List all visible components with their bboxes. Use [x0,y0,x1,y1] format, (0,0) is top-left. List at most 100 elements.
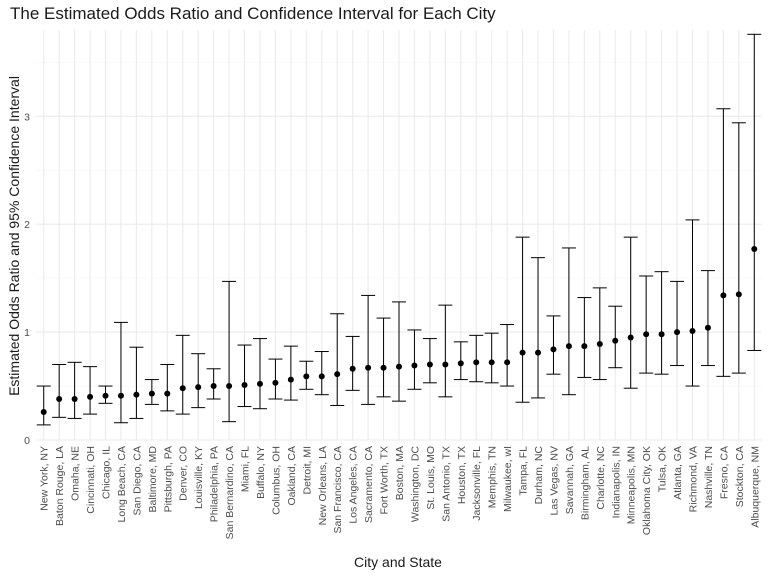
x-tick-label: San Antonio, TX [440,446,452,522]
x-tick-label: Birmingham, AL [579,446,591,520]
data-point [117,392,124,399]
x-tick-label: Charlotte, NC [595,446,607,510]
data-point [751,246,758,253]
error-bar [731,122,746,374]
error-bar [592,287,607,381]
data-point [133,391,140,398]
error-bar [376,317,391,398]
x-tick-label: Baton Rouge, LA [54,446,66,526]
x-tick-label: Los Angeles, CA [348,446,360,524]
error-bar [500,324,515,387]
data-point [164,390,171,397]
data-point [535,349,542,356]
error-bar [314,351,329,396]
x-tick-label: Memphis, TN [487,446,499,508]
x-tick-label: Detroit, MI [301,446,313,494]
y-tick-labels: 0 1 2 3 [24,111,30,447]
error-bar [252,338,267,410]
error-bar [747,33,762,351]
x-tick-label: San Bernardino, CA [224,446,236,539]
error-bar [438,304,453,398]
x-tick-label: Tulsa, OK [657,446,669,492]
data-marks [36,33,762,426]
x-tick-label: Albuquerque, NM [749,446,761,528]
x-tick-label: Savannah, GA [564,446,576,514]
error-bar [623,236,638,389]
data-point [488,359,495,366]
data-point [396,363,402,370]
error-bar [716,108,731,377]
data-point [457,360,464,367]
x-tick-label: Pittsburgh, PA [162,446,174,512]
x-tick-label: Fresno, CA [718,446,730,499]
data-point [241,381,248,388]
error-bar [129,346,144,419]
data-point [473,359,480,366]
data-point [71,396,78,402]
data-point [303,373,310,380]
x-tick-label: Louisville, KY [193,446,205,509]
x-axis-label: City and State [354,554,442,570]
error-bar [654,271,669,375]
error-bar [392,301,406,402]
error-bar [639,275,654,374]
x-tick-label: Oakland, CA [286,446,298,506]
data-point [40,408,47,415]
data-point [210,383,217,390]
error-bar [361,294,376,405]
error-bar [237,344,252,408]
x-tick-label: Sacramento, CA [363,446,375,523]
y-tick-label: 2 [24,219,30,231]
error-bar [160,363,175,412]
data-point [689,328,696,335]
data-point [735,291,742,298]
data-point [504,359,511,366]
data-point [179,385,186,392]
error-bar [685,219,700,387]
error-bar [700,270,715,367]
error-bar [175,334,190,415]
data-point [581,343,588,350]
data-point [365,364,372,371]
error-bar [268,358,283,400]
x-tick-label: Stockton, CA [734,446,746,507]
error-bar [515,236,530,403]
data-point [56,396,63,402]
chart-title: The Estimated Odds Ratio and Confidence … [10,4,496,23]
x-tick-label: Chicago, IL [101,446,113,499]
error-bar [531,257,546,399]
x-tick-label: St. Louis, MO [425,446,437,510]
data-point [256,380,263,387]
x-tick-label: Columbus, OH [270,446,282,515]
x-tick-label: Fort Worth, TX [379,446,391,514]
x-tick-label: Oklahoma City, OK [641,446,653,535]
error-bar [577,297,592,378]
error-bar [484,332,499,384]
x-tick-label: Milwaukee, wI [502,446,514,512]
error-bar [670,280,685,367]
error-bar [67,361,82,419]
x-tick-label: Buffalo, NY [255,446,267,499]
error-bar [222,280,237,423]
error-bar [191,353,206,409]
x-tick-labels: New York, NY Baton Rouge, LA Omaha, NE Cinc… [39,446,762,540]
data-point [148,390,155,397]
error-bar [407,329,422,390]
x-tick-label: Baltimore, MD [147,446,159,513]
data-point [380,364,387,371]
x-tick-label: Atlanta, GA [672,446,684,500]
data-point [596,340,603,347]
y-tick-label: 3 [24,111,30,123]
error-bar [345,335,360,391]
x-tick-label: Miami, FL [240,446,252,492]
x-tick-label: San Francisco, CA [332,446,344,534]
data-point [519,349,526,356]
data-point [272,379,279,386]
x-tick-label: New York, NY [39,446,51,511]
data-point [565,343,572,350]
data-point [87,393,94,400]
data-point [658,331,665,338]
x-tick-label: San Diego, CA [131,446,143,515]
error-bar [283,345,298,401]
